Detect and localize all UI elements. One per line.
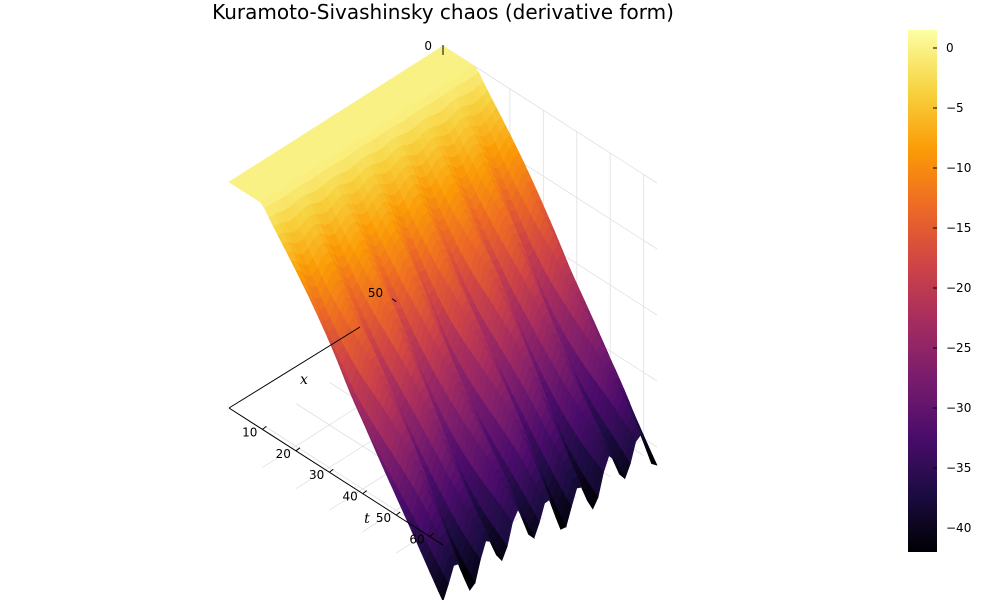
colorbar: 0 −5 −10 −15 −20 −25 −30 −35 −40 [908,30,971,552]
t-axis-label: t [364,511,370,527]
surface-plot [228,45,658,600]
t-tick-label: 50 [376,511,391,525]
colorbar-tick-label: −20 [946,281,971,295]
t-tick-label: 30 [309,468,324,482]
chart-title: Kuramoto-Sivashinsky chaos (derivative f… [212,0,674,24]
colorbar-ticks: 0 −5 −10 −15 −20 −25 −30 −35 −40 [933,41,971,535]
t-tick-label: 20 [276,447,291,461]
colorbar-tick-label: −40 [946,521,971,535]
t-tick-mark [362,490,368,495]
t-tick-label: 40 [342,490,357,504]
t-axis-line [228,407,444,546]
t-tick-mark [295,447,301,452]
x-axis-ticks: 50 [368,286,397,303]
t-axis-ticks: 10 20 30 40 50 60 [242,425,434,546]
colorbar-tick-label: −15 [946,221,971,235]
t-tick-label: 10 [242,425,257,439]
colorbar-tick-label: −5 [946,101,964,115]
x-tick-label: 50 [368,286,383,300]
grid-line [442,45,658,184]
colorbar-tick-label: −35 [946,461,971,475]
t-tick-mark [429,533,434,537]
colorbar-tick-label: 0 [946,41,954,55]
x-axis-line [228,326,361,409]
colorbar-gradient [908,30,937,552]
surface-patch [438,574,449,600]
x-tick-mark [391,298,397,303]
t-tick-mark [395,511,401,516]
colorbar-tick-label: −25 [946,341,971,355]
axes: 0 x t 10 20 30 40 50 60 50 [228,39,444,546]
z-tick-label: 0 [424,39,432,53]
x-axis-label: x [300,372,308,388]
t-tick-mark [329,468,334,473]
colorbar-tick-label: −10 [946,161,971,175]
colorbar-tick-label: −30 [946,401,971,415]
t-tick-label: 60 [409,532,424,546]
t-tick-mark [262,426,267,430]
